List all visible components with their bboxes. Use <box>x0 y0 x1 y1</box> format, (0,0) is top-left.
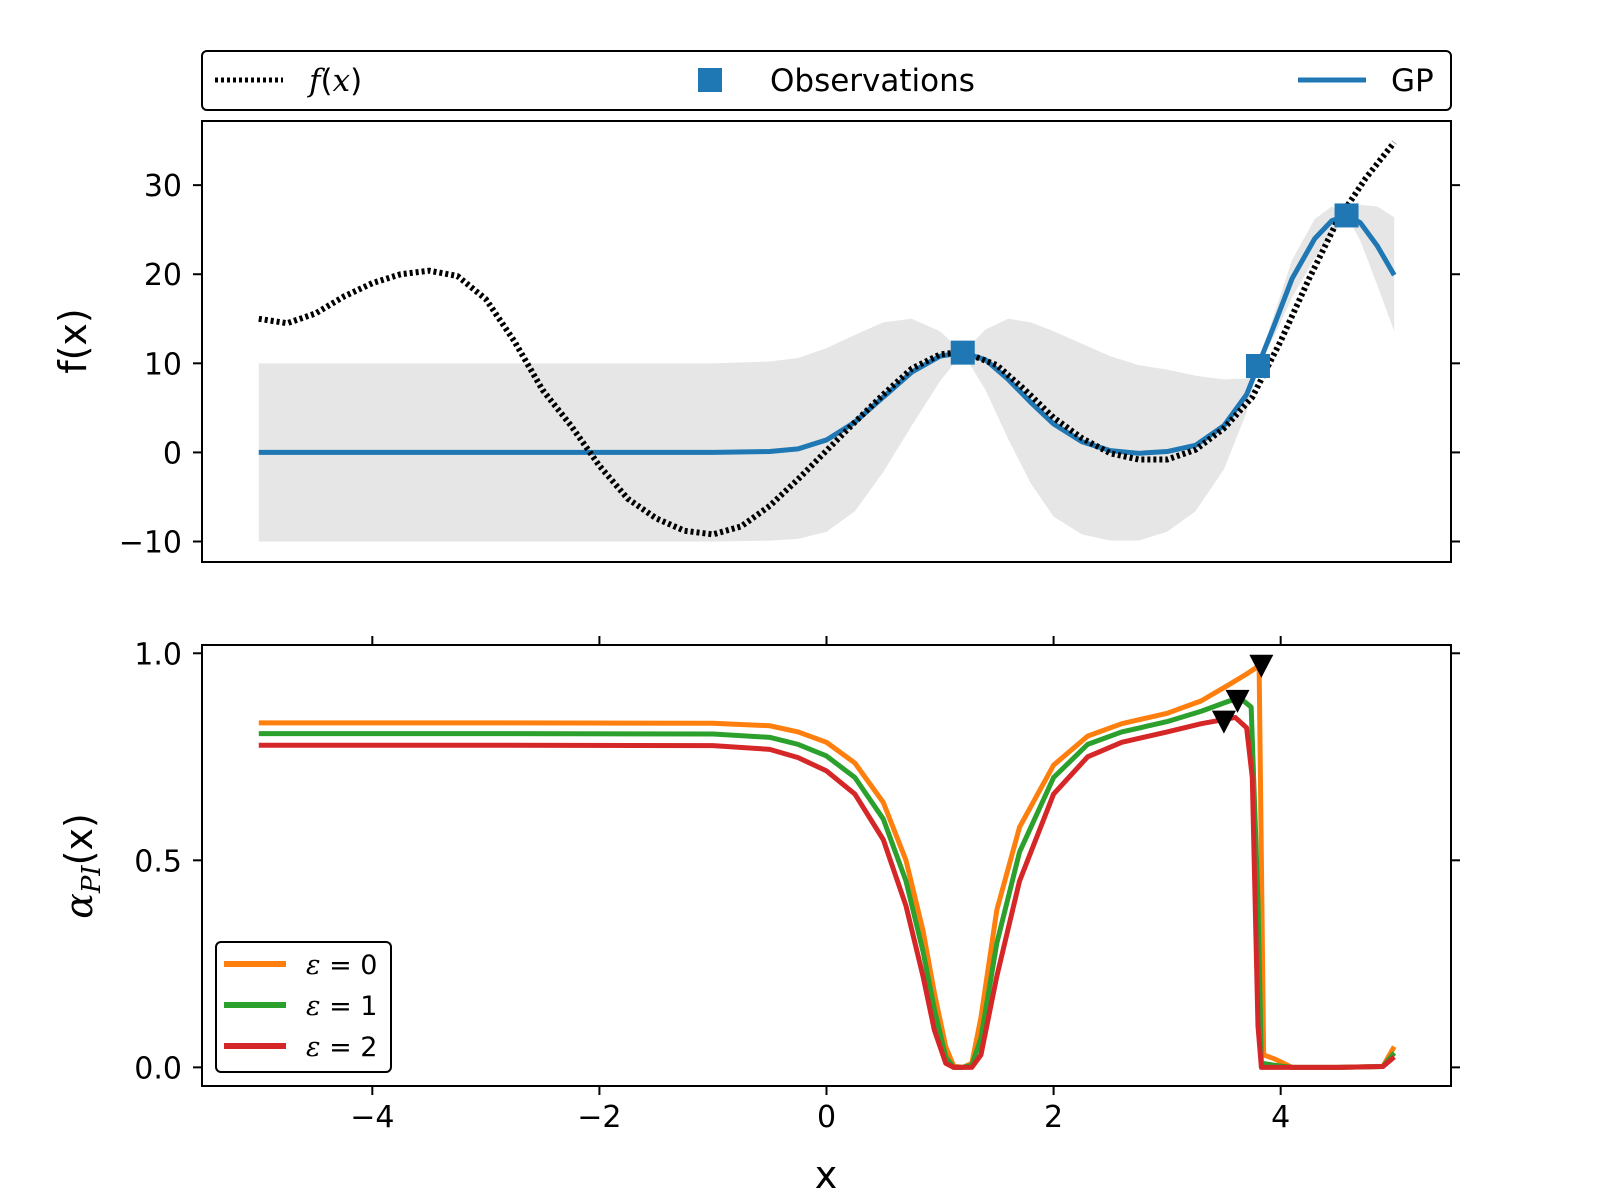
maximum-marker <box>1225 689 1250 713</box>
top-legend: f(x) Observations GP <box>201 50 1452 111</box>
top-subplot: −10 0 10 20 30 f(x) f(x) Observations GP <box>51 50 1460 563</box>
legend-label-eps1: ε = 1 <box>306 991 377 1022</box>
y-tick-label: 30 <box>144 169 182 204</box>
maximum-marker <box>1249 654 1274 678</box>
x-tick-label: 0 <box>817 1100 836 1135</box>
y-tick-label: 0.0 <box>134 1051 182 1086</box>
x-tick-label: 2 <box>1044 1100 1063 1135</box>
observation-point <box>1245 354 1270 378</box>
legend-label-observations: Observations <box>770 63 975 99</box>
y-tick-label: 1.0 <box>134 637 182 672</box>
top-y-axis-label: f(x) <box>51 308 95 374</box>
top-legend-frame <box>201 50 1452 111</box>
bottom-legend-frame <box>215 941 392 1073</box>
x-tick-label: 4 <box>1271 1100 1290 1135</box>
bottom-x-ticks: −4 −2 0 2 4 <box>350 636 1290 1135</box>
y-tick-label: 0 <box>163 436 182 471</box>
series-line-eps-2 <box>258 714 1396 1070</box>
y-tick-label: −10 <box>119 526 182 561</box>
bottom-legend: ε = 0 ε = 1 ε = 2 <box>215 941 392 1073</box>
x-tick-label: −2 <box>577 1100 621 1135</box>
series-line-eps-1 <box>258 696 1397 1070</box>
legend-label-eps2: ε = 2 <box>306 1032 377 1063</box>
series-line-gp <box>258 212 1397 456</box>
gp-uncertainty-band <box>258 204 1395 542</box>
x-axis-label: x <box>815 1153 838 1197</box>
bottom-lines-layer <box>258 663 1397 1070</box>
legend-swatch-observations <box>698 68 722 92</box>
gp-uncertainty-band-layer <box>258 204 1395 542</box>
top-y-ticks: −10 0 10 20 30 <box>119 169 1460 561</box>
bottom-subplot: 0.0 0.5 1.0 −4 −2 0 2 4 x αPI(x) ε = 0 ε = 1 ε… <box>57 636 1460 1197</box>
legend-label-eps0: ε = 0 <box>306 950 377 981</box>
top-lines-layer <box>258 140 1397 538</box>
bottom-y-axis-label: αPI(x) <box>57 813 107 919</box>
legend-label-f: f(x) <box>307 63 362 99</box>
y-tick-label: 20 <box>144 258 182 293</box>
observation-point <box>950 340 975 365</box>
maximum-markers-layer <box>1211 654 1274 734</box>
observation-point <box>1334 203 1359 228</box>
maximum-marker <box>1211 710 1236 734</box>
x-tick-label: −4 <box>350 1100 394 1135</box>
series-line-f-x <box>258 140 1397 538</box>
bottom-y-ticks: 0.0 0.5 1.0 <box>134 637 1460 1086</box>
y-tick-label: 10 <box>144 347 182 382</box>
series-line-eps-0 <box>258 663 1397 1070</box>
top-axes-frame <box>201 120 1452 563</box>
observation-markers-layer <box>950 203 1359 378</box>
legend-label-gp: GP <box>1391 63 1434 99</box>
y-tick-label: 0.5 <box>134 844 182 879</box>
